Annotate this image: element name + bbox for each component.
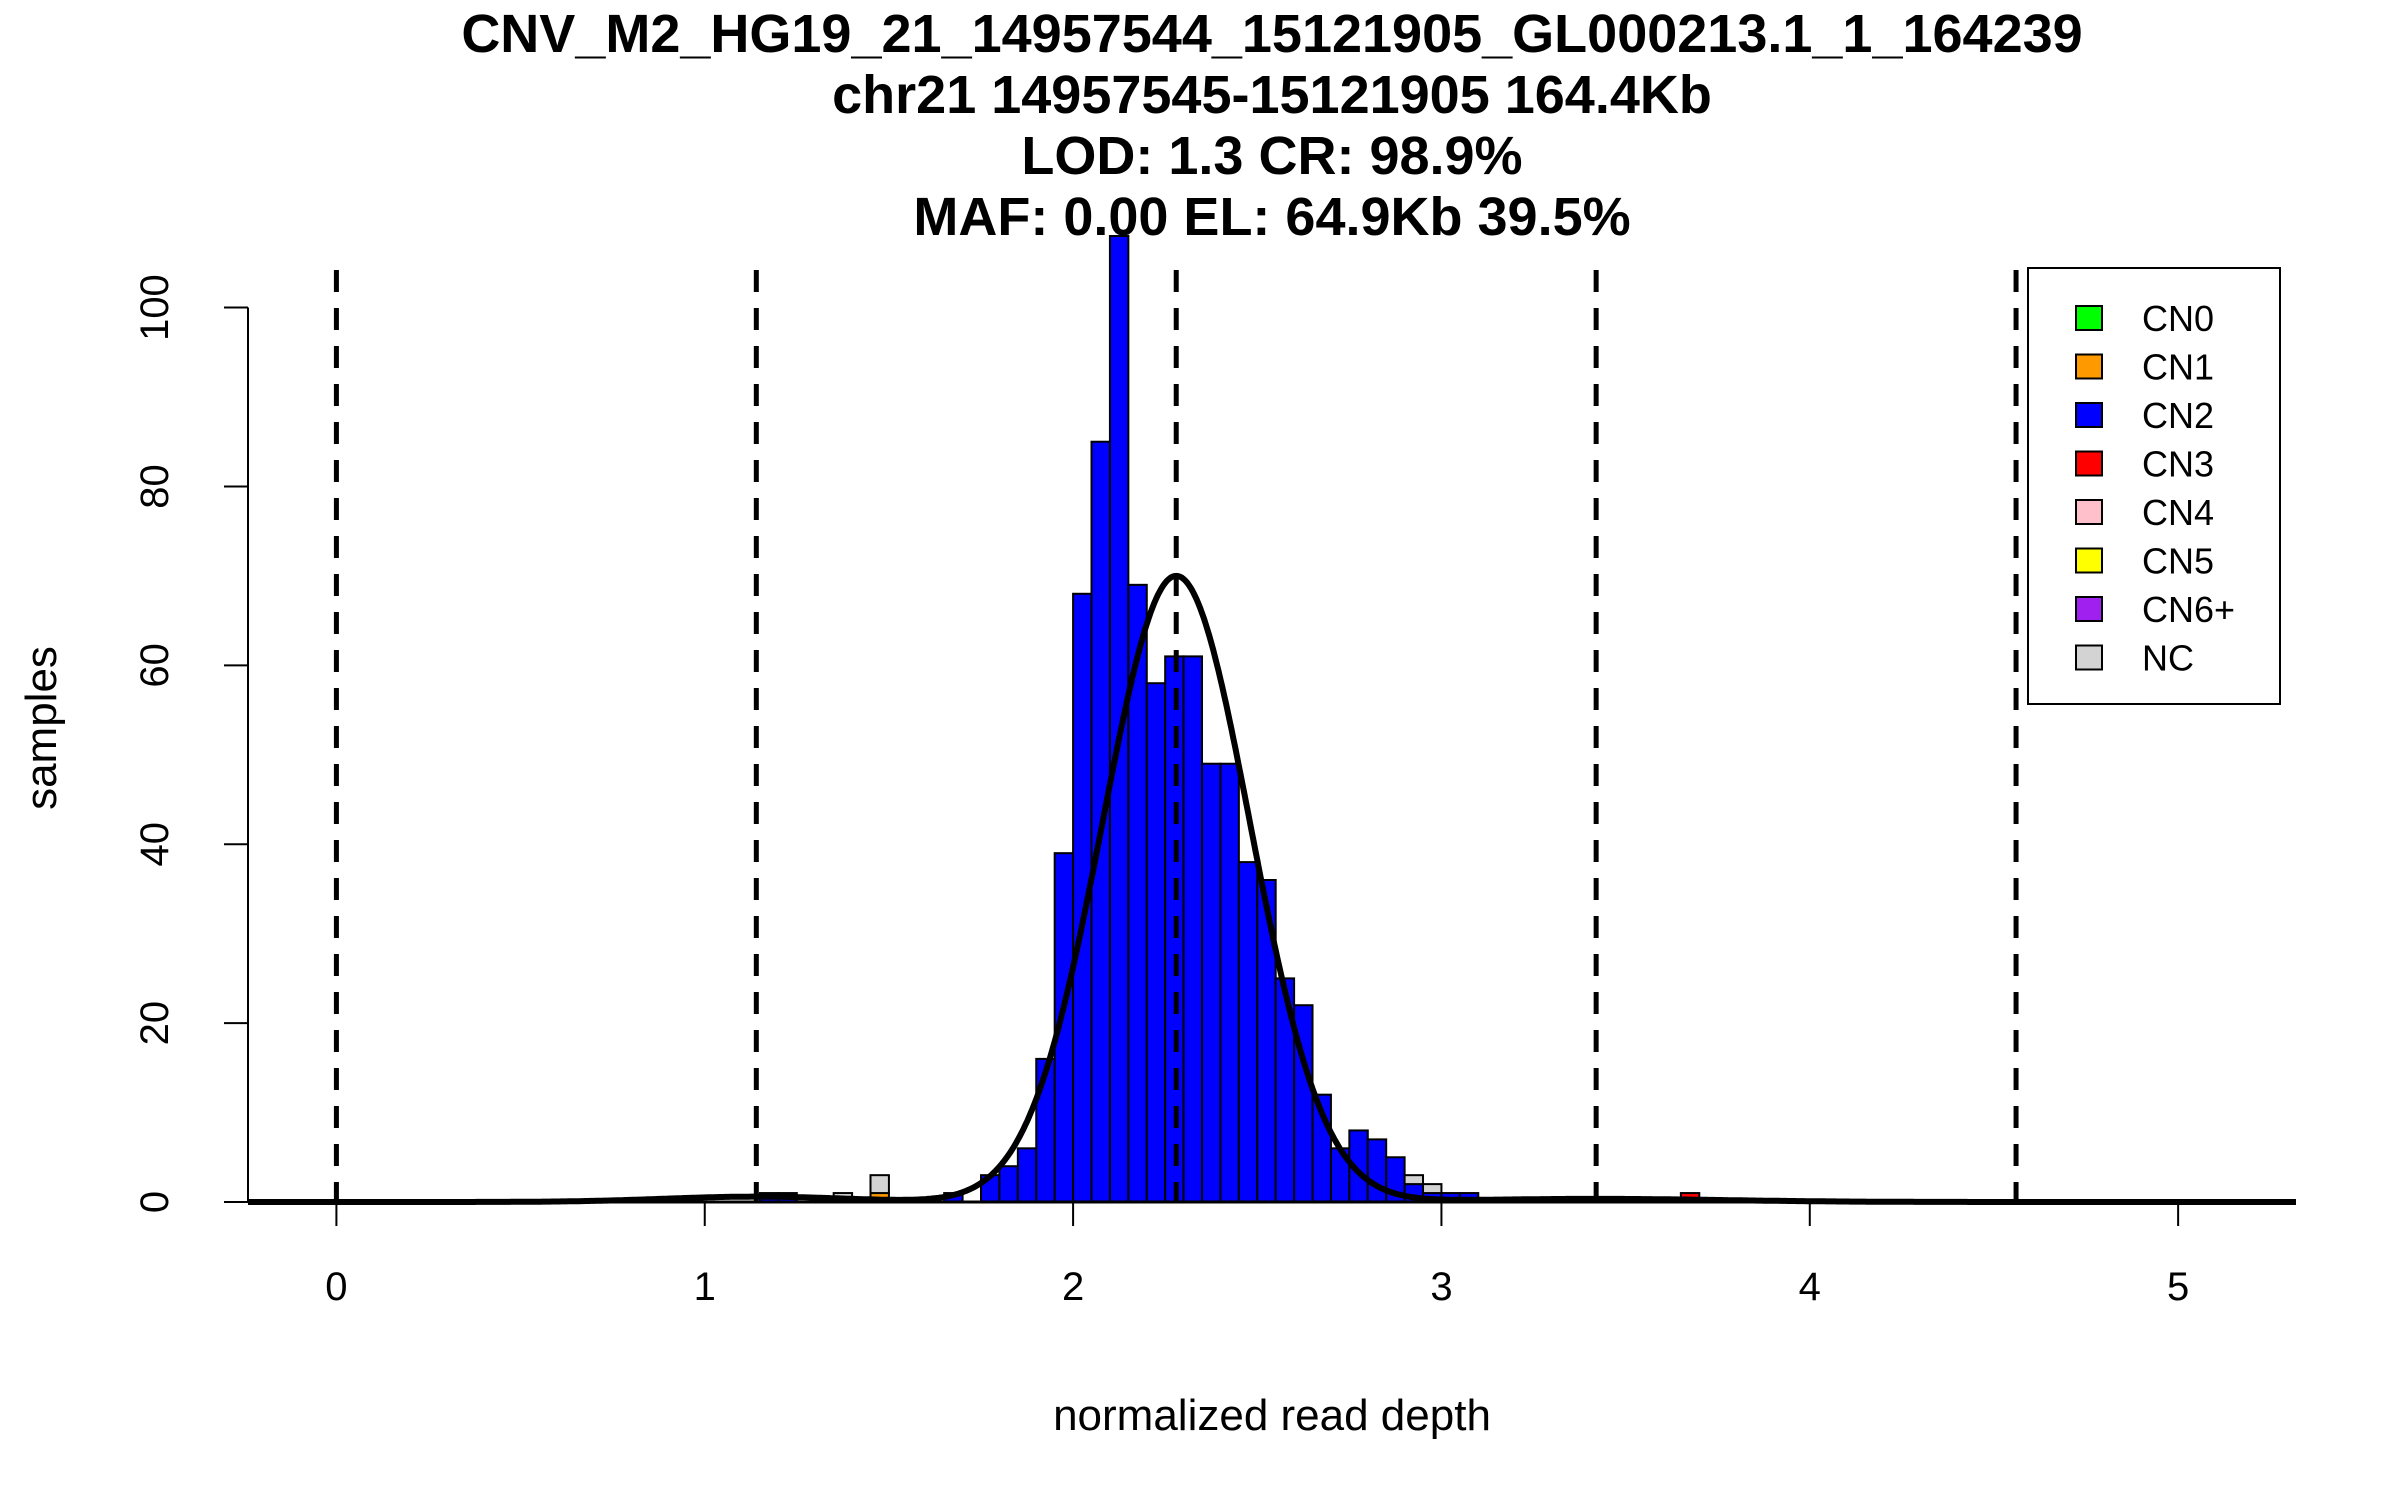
x-axis-label: normalized read depth [1053, 1391, 1491, 1440]
histogram-bar-nc-32 [1422, 1183, 1443, 1195]
histogram-bar-cn2-8 [1016, 1147, 1038, 1204]
legend-swatch-cn1 [2075, 353, 2103, 380]
legend-swatch-cn3 [2075, 450, 2103, 477]
histogram-bar-cn2-19 [1219, 762, 1240, 1203]
legend-label-cn2: CN2 [2142, 395, 2214, 436]
histogram-bar-cn2-18 [1201, 762, 1222, 1203]
legend-box [2027, 267, 2281, 705]
histogram-bar-cn2-27 [1366, 1138, 1388, 1204]
y-tick-label-40: 40 [133, 822, 177, 867]
chart-title-line-2: chr21 14957545-15121905 164.4Kb [832, 65, 1712, 125]
x-tick-label-3: 3 [1430, 1265, 1452, 1309]
y-axis: 0 20 40 60 80 100 [133, 274, 249, 1213]
legend-swatch-cn5 [2075, 547, 2103, 574]
histogram-bar-cn2-15 [1145, 682, 1167, 1203]
x-axis: 0 1 2 3 4 5 [325, 1202, 2189, 1309]
legend-swatch-cn2 [2075, 402, 2103, 428]
histogram-bar-cn2-17 [1182, 655, 1204, 1203]
y-tick-label-80: 80 [133, 464, 177, 509]
legend-label-cn5: CN5 [2142, 541, 2214, 582]
x-tick-label-1: 1 [694, 1265, 716, 1309]
y-tick-label-100: 100 [133, 274, 177, 341]
histogram-bar-cn2-7 [998, 1165, 1019, 1203]
chart-title-line-4: MAF: 0.00 EL: 64.9Kb 39.5% [913, 187, 1630, 247]
y-axis-label: samples [17, 646, 66, 810]
chart-title-line-3: LOD: 1.3 CR: 98.9% [1021, 126, 1522, 186]
y-tick-label-0: 0 [133, 1191, 177, 1213]
legend-label-cn6plus: CN6+ [2142, 589, 2235, 630]
legend: CN0 CN1 CN2 CN3 CN4 CN5 CN6+ NC [2027, 267, 2281, 705]
histogram-bar-nc-30 [1403, 1174, 1425, 1186]
legend-swatch-cn6plus [2075, 596, 2103, 622]
x-tick-label-5: 5 [2167, 1265, 2189, 1309]
copy-number-dashed-lines [333, 270, 2019, 1202]
histogram-bar-cn2-20 [1237, 861, 1259, 1203]
histogram-bars [759, 235, 1701, 1204]
chart-title-line-1: CNV_M2_HG19_21_14957544_15121905_GL00021… [461, 4, 2082, 64]
y-tick-label-60: 60 [133, 643, 177, 688]
legend-label-cn1: CN1 [2142, 347, 2214, 388]
legend-label-nc: NC [2142, 638, 2194, 679]
legend-label-cn3: CN3 [2142, 444, 2214, 485]
legend-swatch-cn0 [2075, 305, 2103, 331]
histogram-bar-nc-4 [869, 1174, 890, 1195]
legend-label-cn4: CN4 [2142, 492, 2214, 533]
legend-label-cn0: CN0 [2142, 298, 2214, 339]
y-tick-label-20: 20 [133, 1001, 177, 1046]
legend-swatch-nc [2075, 644, 2103, 671]
x-tick-label-4: 4 [1799, 1265, 1821, 1309]
x-tick-label-0: 0 [325, 1265, 347, 1309]
x-tick-label-2: 2 [1062, 1265, 1084, 1309]
legend-swatch-cn4 [2075, 499, 2103, 525]
